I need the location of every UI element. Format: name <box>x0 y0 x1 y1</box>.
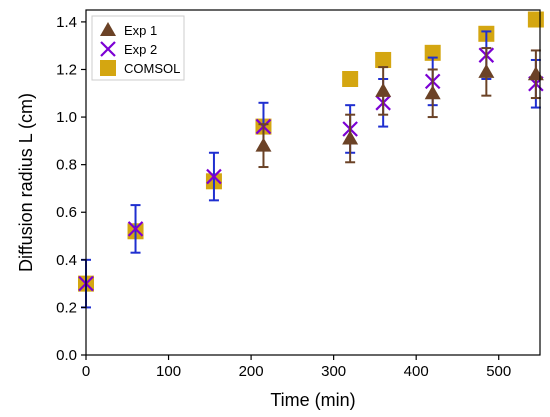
x-tick-label: 400 <box>404 363 429 380</box>
data-point <box>342 130 359 145</box>
legend-label: Exp 1 <box>124 23 157 38</box>
y-tick-label: 0.4 <box>56 252 77 269</box>
plot-frame <box>85 9 541 356</box>
data-point <box>527 11 544 28</box>
x-marker-stroke <box>127 221 144 237</box>
data-point <box>527 66 544 81</box>
legend-label: COMSOL <box>124 61 180 76</box>
y-tick-label: 0.2 <box>56 299 77 316</box>
x-tick-label: 200 <box>239 363 264 380</box>
data-point <box>375 82 392 97</box>
series-exp-1 <box>255 47 544 169</box>
legend-marker <box>100 41 116 57</box>
data-point <box>255 137 272 152</box>
y-tick-label: 1.4 <box>56 14 77 31</box>
y-tick-label: 0.6 <box>56 204 77 221</box>
data-point <box>424 85 441 100</box>
legend-marker <box>100 60 116 76</box>
data-point <box>478 63 495 78</box>
y-tick-label: 1.2 <box>56 61 77 78</box>
x-axis-title: Time (min) <box>270 390 355 410</box>
legend: Exp 1 Exp 2 COMSOL <box>91 15 185 81</box>
x-tick-label: 0 <box>82 363 90 380</box>
legend-marker <box>100 22 116 36</box>
x-tick-label: 100 <box>156 363 181 380</box>
data-point <box>127 221 144 237</box>
x-marker-stroke <box>100 41 116 57</box>
x-marker-stroke <box>206 168 222 185</box>
x-tick-label: 300 <box>321 363 346 380</box>
legend-label: Exp 2 <box>124 42 157 57</box>
y-tick-label: 0.0 <box>56 347 77 364</box>
x-tick-label: 500 <box>486 363 511 380</box>
y-tick-label: 1.0 <box>56 109 77 126</box>
data-point <box>342 71 359 87</box>
axes: 0 100 200 300 400 500 0.0 0.2 0.4 0.6 0.8 1.0 1.2 1.4 <box>56 9 541 380</box>
plot-area <box>78 11 544 309</box>
data-point <box>375 51 392 68</box>
data-point <box>206 168 222 185</box>
y-tick-label: 0.8 <box>56 157 77 174</box>
y-axis-title: Diffusion radius L (cm) <box>16 93 36 272</box>
